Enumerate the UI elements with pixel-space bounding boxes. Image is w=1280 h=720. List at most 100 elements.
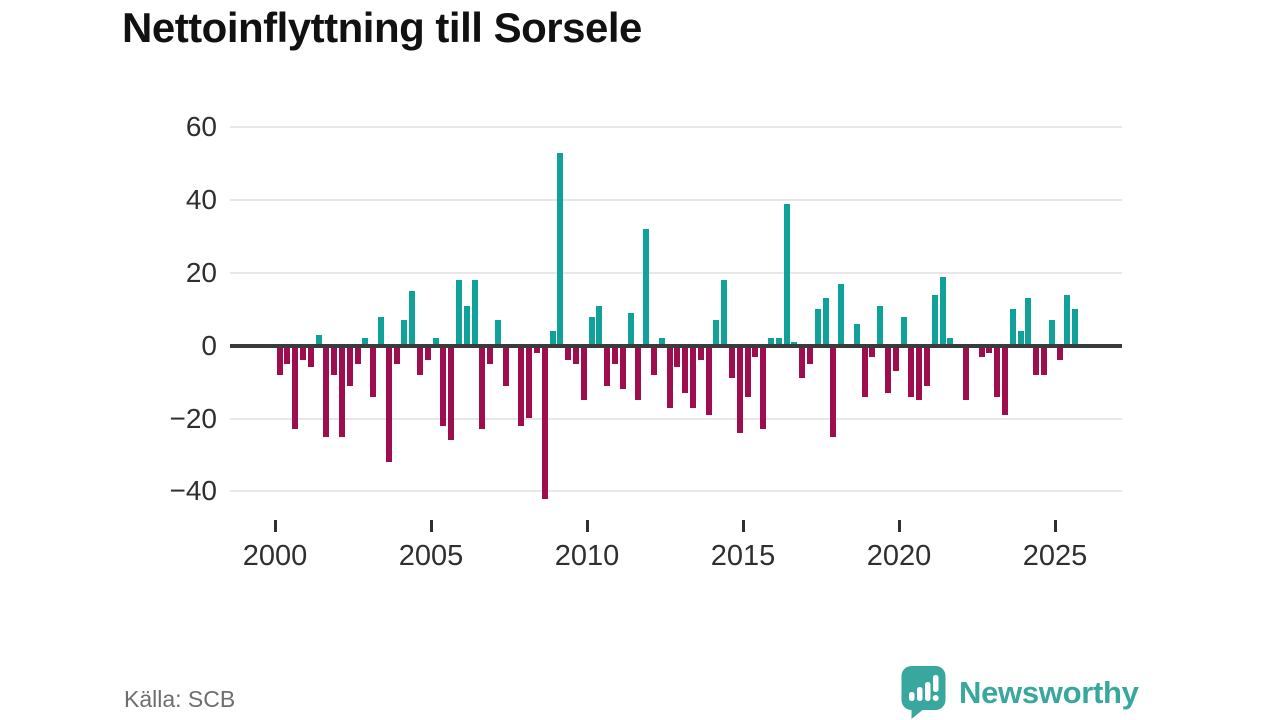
y-gridline xyxy=(230,199,1122,202)
y-axis-label: 60 xyxy=(185,111,217,143)
bar-negative xyxy=(534,345,540,353)
bar-positive xyxy=(838,283,845,346)
bar-negative xyxy=(440,345,447,426)
bar-negative xyxy=(292,345,299,430)
bar-positive xyxy=(1072,309,1079,346)
bar-negative xyxy=(963,345,969,401)
bar-negative xyxy=(705,345,712,415)
bar-negative xyxy=(682,345,689,393)
bar-negative xyxy=(697,345,704,361)
bar-negative xyxy=(861,345,868,397)
bar-negative xyxy=(666,345,673,408)
x-tick-mark xyxy=(429,520,433,532)
bar-negative xyxy=(885,345,891,393)
bar-positive xyxy=(471,280,478,346)
x-axis-label: 2015 xyxy=(710,540,776,572)
bar-negative xyxy=(385,345,392,463)
bar-positive xyxy=(362,338,369,346)
y-gridline xyxy=(230,126,1122,129)
bar-positive xyxy=(713,320,720,346)
y-gridline xyxy=(230,490,1122,493)
bar-negative xyxy=(729,345,735,379)
x-axis-label: 2010 xyxy=(554,540,620,572)
bar-negative xyxy=(580,345,587,401)
bar-negative xyxy=(908,345,915,397)
bar-positive xyxy=(495,320,501,346)
bar-negative xyxy=(799,345,806,379)
y-gridline xyxy=(230,417,1122,420)
bar-negative xyxy=(323,345,330,437)
bar-negative xyxy=(690,345,696,408)
bar-positive xyxy=(853,323,860,346)
bar-negative xyxy=(284,345,291,364)
bar-negative xyxy=(744,345,751,397)
source-note: Källa: SCB xyxy=(124,686,236,712)
bar-positive xyxy=(939,276,946,346)
bar-positive xyxy=(658,338,665,346)
bar-positive xyxy=(627,312,634,346)
bar-negative xyxy=(651,345,657,375)
bar-negative xyxy=(752,345,759,357)
x-tick-mark xyxy=(585,520,589,532)
bar-negative xyxy=(331,345,338,375)
bar-negative xyxy=(1033,345,1040,375)
bar-negative xyxy=(370,345,377,397)
x-axis-label: 2005 xyxy=(398,540,464,572)
bar-negative xyxy=(830,345,837,437)
newsworthy-logo-text: Newsworthy xyxy=(959,674,1139,710)
bar-positive xyxy=(588,316,595,346)
bar-negative xyxy=(978,345,985,357)
bar-positive xyxy=(1017,331,1024,346)
bar-negative xyxy=(1002,345,1008,415)
bar-negative xyxy=(565,345,572,361)
bar-negative xyxy=(916,345,923,401)
bar-positive xyxy=(947,338,954,346)
x-axis-label: 2025 xyxy=(1022,540,1088,572)
newsworthy-logo: Newsworthy xyxy=(900,666,1139,719)
bar-negative xyxy=(924,345,930,386)
zero-axis-line xyxy=(230,343,1122,348)
bar-negative xyxy=(541,345,548,499)
bar-negative xyxy=(674,345,681,368)
bar-negative xyxy=(1056,345,1063,361)
bar-negative xyxy=(760,345,767,430)
logo-exclamation-dot xyxy=(932,695,939,701)
bar-negative xyxy=(487,345,494,364)
bar-negative xyxy=(346,345,353,386)
logo-bar-1 xyxy=(909,692,915,701)
bar-positive xyxy=(783,203,790,346)
x-axis-label: 2020 xyxy=(866,540,932,572)
logo-bar-3 xyxy=(925,682,931,701)
bar-negative xyxy=(994,345,1001,397)
bar-negative xyxy=(619,345,626,390)
logo-bar-2 xyxy=(917,687,923,701)
bar-positive xyxy=(432,338,439,346)
bar-positive xyxy=(775,338,782,346)
bar-positive xyxy=(456,280,462,346)
x-axis-label: 2000 xyxy=(242,540,308,572)
bar-negative xyxy=(869,345,876,357)
bar-negative xyxy=(604,345,611,386)
bar-negative xyxy=(986,345,993,353)
bar-positive xyxy=(877,305,884,346)
x-tick-mark xyxy=(1053,520,1057,532)
bar-positive xyxy=(409,291,416,346)
bar-negative xyxy=(612,345,618,364)
bar-positive xyxy=(1009,309,1016,346)
bar-negative xyxy=(479,345,486,430)
y-axis-label: −20 xyxy=(169,402,218,434)
bar-negative xyxy=(573,345,579,364)
bar-positive xyxy=(900,316,907,346)
bar-positive xyxy=(721,280,728,346)
bar-positive xyxy=(643,229,650,346)
y-axis-label: 0 xyxy=(201,329,217,361)
bar-negative xyxy=(393,345,400,364)
newsworthy-pin-icon xyxy=(901,666,946,719)
bar-positive xyxy=(1048,320,1055,346)
bar-positive xyxy=(814,309,821,346)
bar-negative xyxy=(417,345,423,375)
bar-positive xyxy=(931,294,938,346)
y-axis-label: 20 xyxy=(185,256,217,288)
x-tick-mark xyxy=(741,520,745,532)
